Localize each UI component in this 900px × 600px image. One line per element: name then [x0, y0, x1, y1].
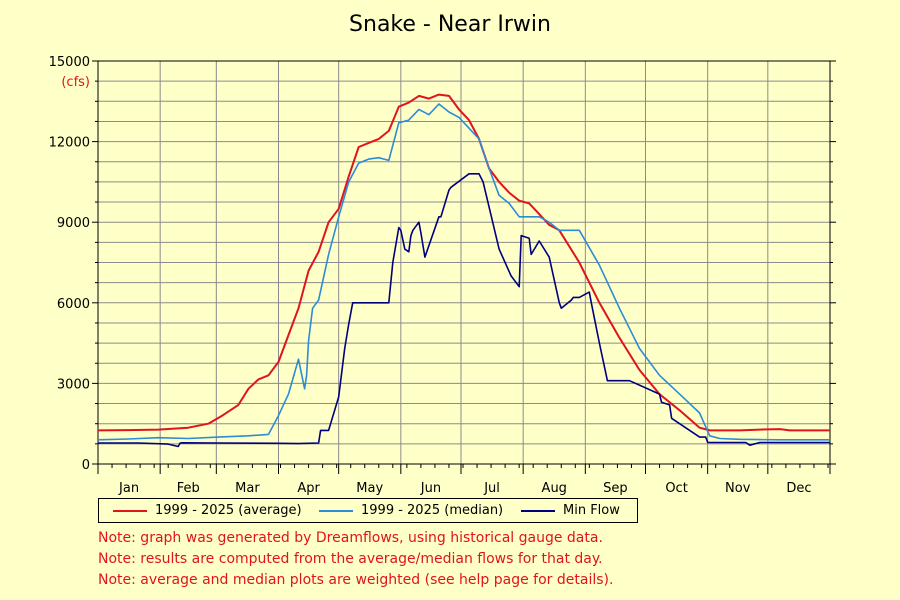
y-tick-label: 12000	[49, 136, 90, 151]
legend-label-median: 1999 - 2025 (median)	[361, 503, 504, 518]
legend-swatch-median	[319, 509, 353, 512]
note-line: Note: average and median plots are weigh…	[98, 572, 614, 588]
legend-swatch-average	[113, 509, 147, 512]
x-tick-label: Jan	[118, 481, 139, 496]
legend-item-average: 1999 - 2025 (average)	[113, 503, 302, 519]
legend-label-average: 1999 - 2025 (average)	[155, 503, 302, 518]
note-line: Note: results are computed from the aver…	[98, 551, 603, 567]
x-tick-label: Jul	[483, 481, 500, 496]
series-line-min-flow	[98, 173, 830, 448]
x-tick-label: Jun	[420, 481, 441, 496]
x-tick-label: Sep	[603, 481, 628, 496]
y-tick-label: 9000	[57, 216, 90, 231]
legend: 1999 - 2025 (average) 1999 - 2025 (media…	[98, 498, 638, 523]
x-tick-label: Mar	[235, 481, 260, 496]
legend-swatch-min-flow	[521, 509, 555, 512]
y-tick-label: 0	[82, 458, 90, 473]
y-tick-label: 15000	[49, 55, 90, 70]
legend-label-min-flow: Min Flow	[563, 503, 620, 518]
x-tick-label: Dec	[786, 481, 811, 496]
x-tick-label: Nov	[725, 481, 751, 496]
y-tick-label: 6000	[57, 297, 90, 312]
x-tick-label: Aug	[542, 481, 567, 496]
y-axis-unit-label: (cfs)	[61, 75, 90, 90]
series-line-median	[97, 103, 830, 441]
legend-item-median: 1999 - 2025 (median)	[319, 503, 503, 519]
grid	[97, 60, 831, 465]
note-line: Note: graph was generated by Dreamflows,…	[98, 530, 603, 546]
notes: Note: graph was generated by Dreamflows,…	[98, 528, 613, 591]
legend-item-min-flow: Min Flow	[521, 503, 620, 519]
x-tick-label: Feb	[177, 481, 200, 496]
series-lines	[97, 93, 830, 448]
x-tick-label: Oct	[665, 481, 687, 496]
axes: 0 3000 6000 9000 12000 15000 Jan Feb Mar Apr May Ju…	[49, 55, 836, 496]
series-line-average	[97, 93, 830, 432]
x-tick-label: Apr	[297, 481, 320, 496]
x-tick-label: May	[356, 481, 383, 496]
y-tick-label: 3000	[57, 377, 90, 392]
chart-title: Snake - Near Irwin	[349, 12, 551, 37]
